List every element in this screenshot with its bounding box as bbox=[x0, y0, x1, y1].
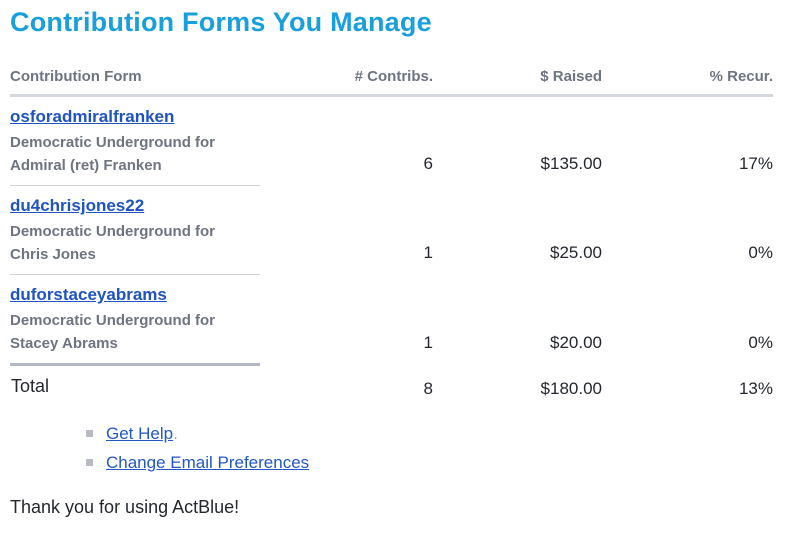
contribution-forms-page: Contribution Forms You Manage Contributi… bbox=[10, 7, 786, 517]
get-help-link[interactable]: Get Help bbox=[106, 423, 174, 443]
form-description: Democratic Underground for Admiral (ret)… bbox=[10, 134, 216, 174]
total-row: Total 8 $180.00 13% bbox=[10, 365, 773, 399]
column-header-contribs: # Contribs. bbox=[260, 38, 433, 97]
contribs-value: 1 bbox=[423, 242, 433, 262]
total-label: Total bbox=[11, 376, 50, 396]
raised-value: $135.00 bbox=[540, 153, 602, 173]
recur-value: 0% bbox=[748, 242, 773, 262]
list-item: Get Help. bbox=[86, 423, 786, 444]
column-header-raised: $ Raised bbox=[433, 38, 602, 97]
get-help-period: . bbox=[173, 423, 178, 443]
form-description: Democratic Underground for Chris Jones bbox=[10, 223, 216, 263]
recur-value: 0% bbox=[748, 332, 773, 352]
total-contribs-value: 8 bbox=[423, 378, 433, 398]
contribution-forms-table: Contribution Form # Contribs. $ Raised %… bbox=[10, 38, 773, 399]
bullet-square-icon bbox=[86, 429, 93, 437]
raised-value: $25.00 bbox=[550, 242, 602, 262]
table-row: duforstaceyabrams Democratic Underground… bbox=[10, 274, 773, 366]
column-header-recur: % Recur. bbox=[602, 38, 773, 97]
page-title: Contribution Forms You Manage bbox=[10, 7, 432, 37]
raised-value: $20.00 bbox=[550, 332, 602, 352]
change-email-preferences-link[interactable]: Change Email Preferences bbox=[106, 452, 310, 472]
form-link[interactable]: osforadmiralfranken bbox=[10, 107, 175, 126]
table-row: du4chrisjones22 Democratic Underground f… bbox=[10, 185, 773, 275]
thank-you-message: Thank you for using ActBlue! bbox=[10, 496, 240, 517]
recur-value: 17% bbox=[738, 153, 773, 173]
total-recur-value: 13% bbox=[738, 378, 773, 398]
form-link[interactable]: du4chrisjones22 bbox=[10, 196, 145, 215]
contribs-value: 6 bbox=[423, 153, 433, 173]
total-raised-value: $180.00 bbox=[540, 378, 602, 398]
footer-links-list: Get Help. Change Email Preferences bbox=[10, 423, 786, 473]
form-description: Democratic Underground for Stacey Abrams bbox=[10, 312, 216, 352]
column-header-contribution-form: Contribution Form bbox=[10, 38, 260, 97]
form-link[interactable]: duforstaceyabrams bbox=[10, 285, 167, 304]
bullet-square-icon bbox=[86, 458, 93, 466]
table-header-row: Contribution Form # Contribs. $ Raised %… bbox=[10, 38, 773, 97]
table-row: osforadmiralfranken Democratic Undergrou… bbox=[10, 95, 773, 186]
list-item: Change Email Preferences bbox=[86, 452, 786, 473]
contribs-value: 1 bbox=[423, 332, 433, 352]
